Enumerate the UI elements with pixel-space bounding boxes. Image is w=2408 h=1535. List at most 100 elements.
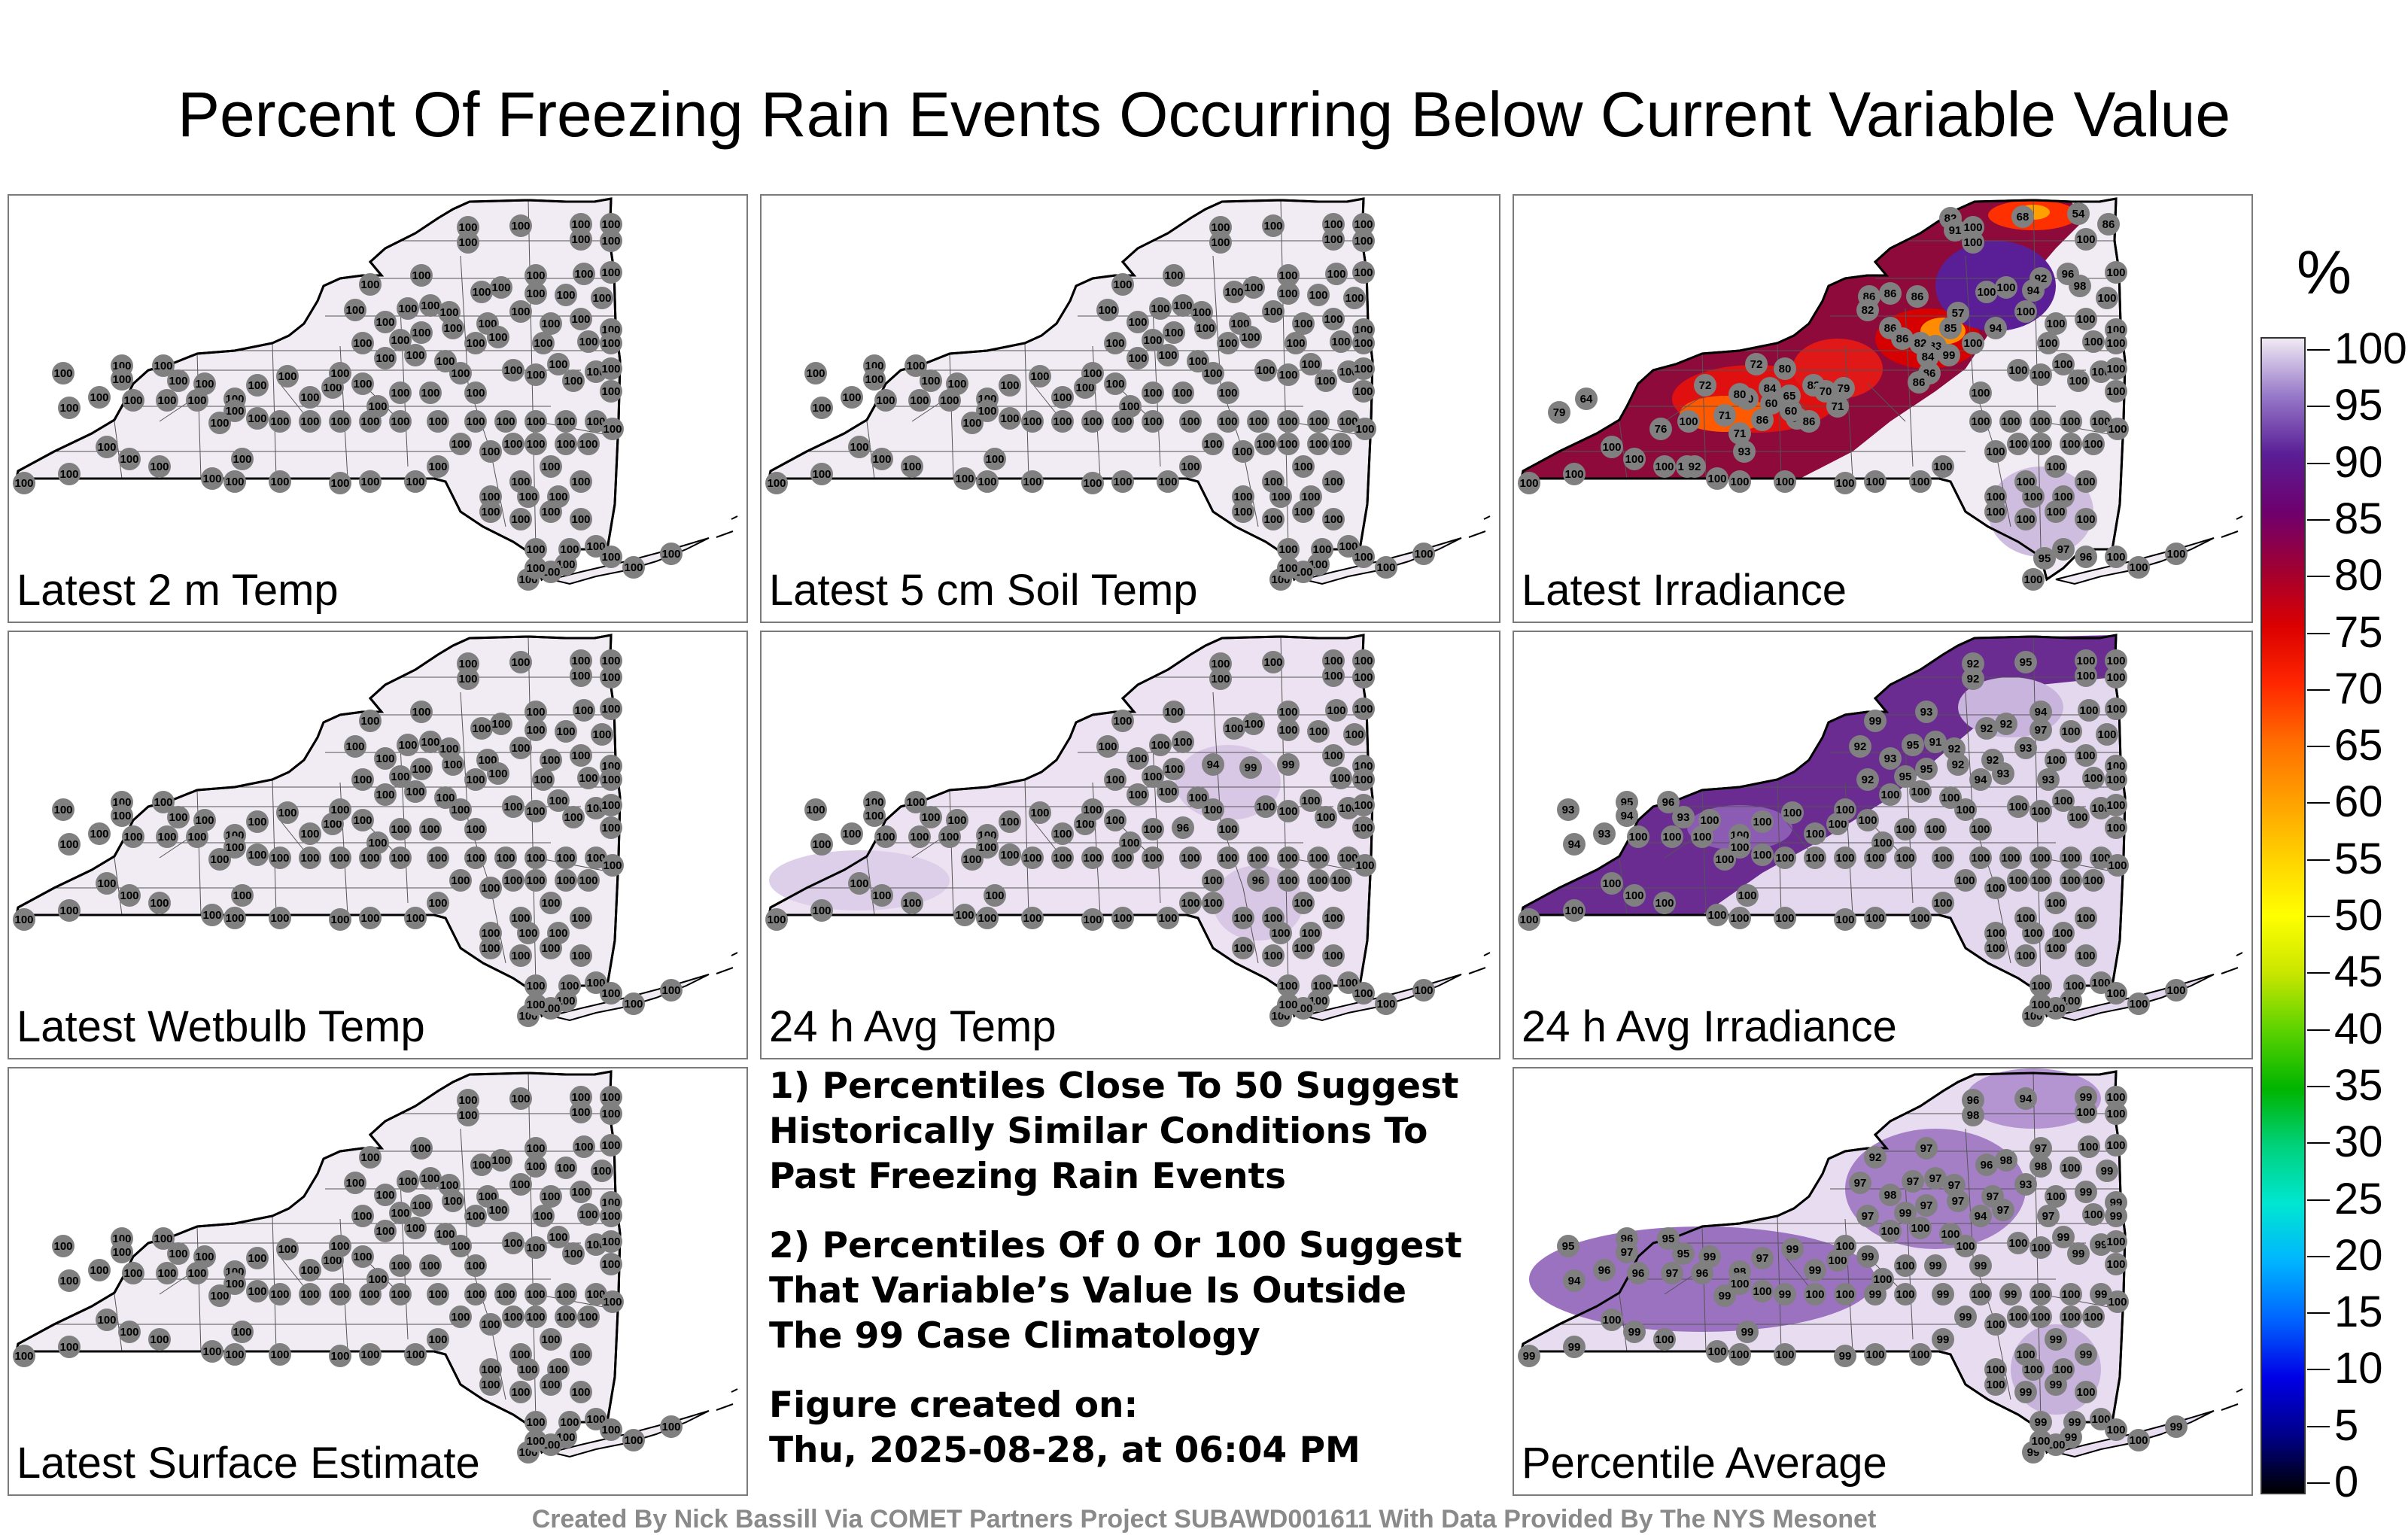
svg-text:100: 100	[1376, 561, 1395, 574]
county-line	[1965, 1128, 1974, 1257]
svg-text:100: 100	[850, 877, 868, 890]
svg-text:100: 100	[488, 768, 507, 780]
station-marker: 100	[58, 833, 81, 856]
svg-text:93: 93	[1997, 768, 2010, 780]
colorbar-tick-label: 70	[2334, 664, 2383, 713]
svg-text:100: 100	[571, 313, 590, 326]
svg-text:100: 100	[330, 913, 349, 926]
svg-text:100: 100	[1301, 491, 1320, 503]
station-marker: 100	[502, 1232, 524, 1254]
station-marker: 97	[1992, 1199, 2014, 1221]
svg-text:100: 100	[511, 1348, 530, 1361]
station-marker: 97	[1902, 1170, 1924, 1193]
panel-label: Percentile Average	[1522, 1439, 1887, 1488]
station-marker: 97	[1915, 1194, 1938, 1217]
station-marker: 100	[1217, 410, 1239, 433]
station-marker: 100	[374, 1220, 397, 1242]
svg-text:100: 100	[574, 1141, 593, 1154]
station-marker: 100	[299, 847, 321, 869]
svg-text:100: 100	[1519, 477, 1538, 490]
colorbar-tick	[2307, 1142, 2330, 1144]
station-marker: 68	[2011, 205, 2034, 228]
svg-text:100: 100	[560, 980, 579, 992]
station-marker: 100	[524, 869, 547, 892]
station-marker: 100	[976, 907, 999, 929]
svg-text:97: 97	[2035, 1142, 2048, 1155]
station-marker: 100	[122, 825, 144, 848]
station-marker: 100	[532, 1205, 555, 1227]
station-marker: 100	[920, 806, 942, 828]
svg-text:100: 100	[624, 561, 643, 574]
station-marker: 97	[1856, 1205, 1879, 1227]
svg-text:99: 99	[1839, 1350, 1852, 1363]
colorbar-tick	[2307, 1482, 2330, 1484]
svg-text:100: 100	[1986, 445, 2005, 458]
station-marker: 99	[2067, 1242, 2090, 1265]
station-marker: 100	[547, 353, 570, 375]
station-marker: 100	[1262, 300, 1285, 323]
svg-text:100: 100	[406, 1348, 424, 1361]
station-marker: 100	[1834, 1235, 1856, 1257]
station-marker: 100	[1292, 500, 1315, 523]
station-marker: 100	[1939, 786, 1962, 809]
map-panel: 82 91 68 54 86 86 86 82 86 92 96 94 98 8…	[1513, 194, 2253, 623]
station-marker: 100	[208, 848, 231, 871]
svg-text:100: 100	[571, 912, 590, 925]
svg-text:100: 100	[1105, 337, 1124, 350]
station-marker: 100	[1021, 470, 1044, 493]
station-marker: 100	[52, 362, 74, 385]
station-marker: 100	[269, 410, 291, 433]
station-marker: 100	[2014, 944, 2037, 967]
svg-text:100: 100	[439, 1179, 458, 1192]
svg-text:100: 100	[2079, 1141, 2098, 1154]
colorbar-tick	[2307, 802, 2330, 804]
station-marker: 100	[329, 908, 351, 931]
svg-text:100: 100	[1956, 874, 1975, 887]
svg-text:100: 100	[518, 491, 537, 503]
station-marker: 100	[1352, 357, 1375, 380]
svg-text:100: 100	[2069, 811, 2087, 824]
station-marker: 100	[591, 287, 613, 309]
svg-text:100: 100	[1203, 438, 1222, 451]
svg-text:92: 92	[1869, 1151, 1882, 1164]
station-marker: 100	[2075, 907, 2097, 929]
station-marker: 94	[1969, 1205, 1992, 1227]
station-marker: 92	[1962, 667, 1984, 690]
svg-text:94: 94	[2027, 284, 2040, 297]
station-marker: 100	[351, 1205, 374, 1227]
station-marker: 100	[509, 300, 532, 323]
station-marker: 100	[329, 410, 351, 433]
station-marker: 100	[1307, 720, 1330, 743]
station-marker: 100	[509, 737, 532, 759]
station-marker: 100	[2037, 332, 2060, 354]
station-marker: 100	[1322, 907, 1345, 929]
station-marker: 100	[397, 297, 419, 320]
station-marker: 100	[600, 1253, 622, 1275]
station-marker: 100	[555, 410, 577, 433]
station-marker: 100	[502, 1306, 524, 1328]
svg-text:100: 100	[202, 909, 221, 922]
svg-text:100: 100	[1738, 889, 1756, 902]
station-marker: 100	[246, 843, 269, 866]
svg-text:100: 100	[391, 852, 409, 865]
svg-text:100: 100	[123, 831, 142, 843]
figure-created-note: Figure created on: Thu, 2025-08-28, at 0…	[769, 1383, 1476, 1473]
station-marker: 100	[524, 1236, 547, 1259]
station-marker: 100	[1623, 448, 1646, 470]
county-line	[1024, 779, 1029, 916]
coast-detail	[716, 515, 738, 538]
svg-text:100: 100	[503, 364, 522, 377]
colorbar-tick	[2307, 1199, 2330, 1201]
svg-text:100: 100	[278, 370, 296, 383]
svg-text:100: 100	[511, 220, 530, 233]
state-map: 100 100 100 100 100 100 100 100 100 100 …	[765, 197, 1491, 591]
svg-text:79: 79	[1838, 382, 1850, 395]
station-marker: 100	[1051, 386, 1074, 409]
station-marker: 100	[1322, 744, 1345, 767]
station-marker: 100	[1051, 410, 1074, 433]
station-marker: 94	[2022, 279, 2045, 302]
svg-text:100: 100	[556, 874, 575, 887]
station-marker: 100	[502, 869, 524, 892]
coast-detail	[716, 1388, 738, 1411]
note-line: Figure created on:	[769, 1385, 1139, 1426]
